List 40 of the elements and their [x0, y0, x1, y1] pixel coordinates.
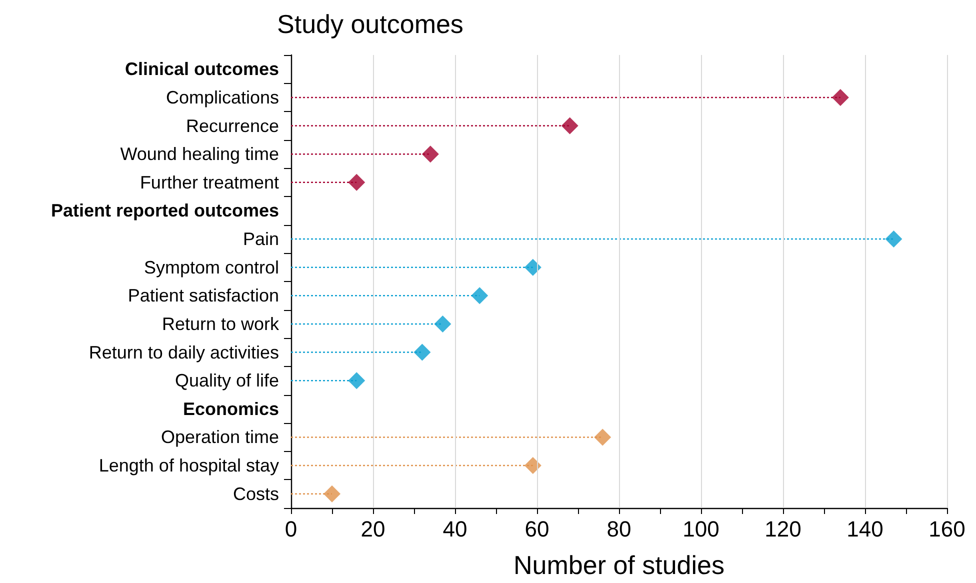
x-tick-label: 80	[606, 516, 632, 542]
x-tick-label: 160	[928, 516, 966, 542]
point	[348, 372, 366, 390]
x-tick-label: 140	[846, 516, 884, 542]
y-tick-label: Patient reported outcomes	[50, 200, 279, 221]
point	[348, 174, 366, 191]
point	[594, 428, 612, 446]
y-tick-label: Further treatment	[140, 172, 279, 192]
y-tick-label: Wound healing time	[120, 144, 279, 164]
point	[885, 230, 902, 248]
y-tick-label: Costs	[232, 484, 279, 504]
y-tick-label: Patient satisfaction	[128, 286, 279, 306]
y-tick-label: Clinical outcomes	[124, 59, 279, 80]
point	[471, 287, 488, 304]
x-tick-label: 0	[284, 516, 298, 542]
x-tick-label: 20	[360, 516, 386, 542]
y-tick-label: Complications	[166, 87, 279, 108]
point	[524, 457, 542, 474]
y-tick-label: Return to work	[162, 314, 280, 334]
y-tick-label: Quality of life	[174, 370, 279, 391]
point	[832, 88, 849, 106]
chart-title: Study outcomes	[277, 9, 464, 39]
x-tick-label: 120	[764, 516, 802, 542]
point	[434, 315, 452, 332]
y-tick-label: Operation time	[160, 427, 279, 448]
x-tick-label: 100	[682, 516, 720, 542]
x-tick-label: 40	[442, 516, 468, 542]
x-tick-label: 60	[524, 516, 550, 542]
point	[324, 485, 340, 502]
x-axis-title: Number of studies	[514, 550, 724, 580]
y-tick-label: Economics	[182, 398, 279, 419]
y-tick-label: Return to daily activities	[88, 342, 279, 362]
y-tick-label: Recurrence	[186, 116, 279, 136]
point	[524, 258, 542, 276]
point	[422, 146, 439, 163]
point	[414, 344, 431, 361]
y-tick-label: Length of hospital stay	[98, 456, 279, 476]
point	[561, 117, 578, 134]
y-tick-label: Pain	[242, 229, 279, 250]
y-tick-label: Symptom control	[144, 257, 279, 278]
